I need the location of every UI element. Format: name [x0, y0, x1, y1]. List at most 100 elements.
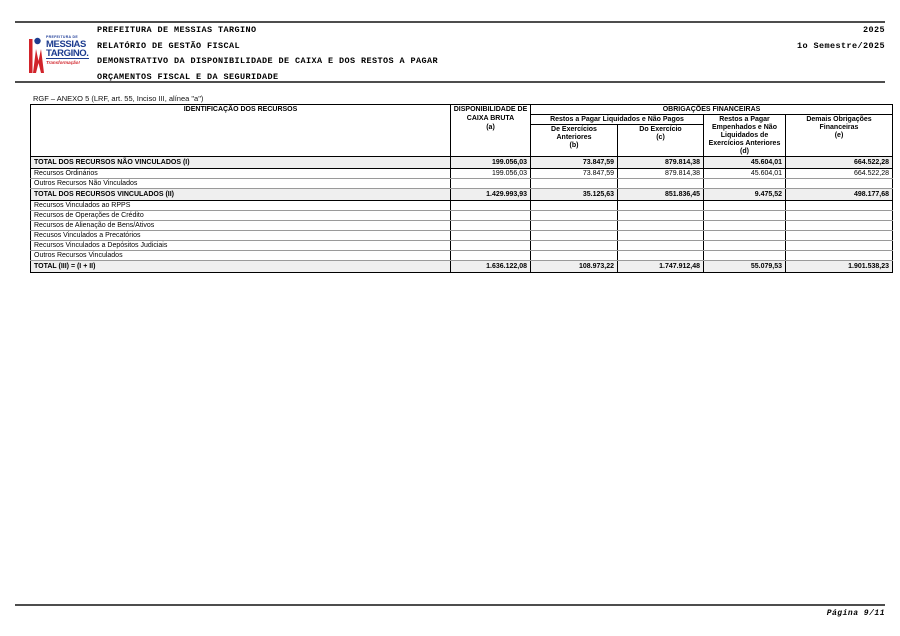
cell-value — [450, 240, 531, 251]
municipality-logo: PREFEITURA DE MESSIAS TARGINO. Transform… — [29, 33, 93, 79]
row-label: Recursos de Alienação de Bens/Ativos — [30, 220, 451, 231]
budget-scope: ORÇAMENTOS FISCAL E DA SEGURIDADE — [97, 72, 279, 83]
cell-value: 879.814,38 — [617, 156, 704, 169]
cell-value — [530, 230, 618, 241]
cell-value — [785, 210, 893, 221]
cell-value — [785, 220, 893, 231]
cell-value — [785, 200, 893, 211]
cell-value: 45.604,01 — [703, 156, 786, 169]
cell-value — [530, 210, 618, 221]
row-label: TOTAL (III) = (I + II) — [30, 260, 451, 273]
cell-value: 879.814,38 — [617, 168, 704, 179]
statement-title: DEMONSTRATIVO DA DISPONIBILIDADE DE CAIX… — [97, 56, 439, 67]
year-label: 2025 — [862, 25, 885, 35]
cell-value: 45.604,01 — [703, 168, 786, 179]
logo-text: PREFEITURA DE MESSIAS TARGINO. Transform… — [46, 35, 93, 66]
logo-prefeitura-label: PREFEITURA DE — [46, 35, 78, 39]
table-row: Recursos Vinculados a Depósitos Judiciai… — [30, 240, 893, 251]
cell-value — [617, 250, 704, 261]
header-exercicios-anteriores-b: De Exercícios Anteriores (b) — [530, 124, 618, 157]
cell-value — [703, 220, 786, 231]
cell-value — [617, 240, 704, 251]
table-row: Recursos Vinculados ao RPPS — [30, 200, 893, 211]
rgf-anexo5-table: IDENTIFICAÇÃO DOS RECURSOS DISPONIBILIDA… — [30, 104, 893, 273]
cell-value: 664.522,28 — [785, 168, 893, 179]
annex-caption: RGF – ANEXO 5 (LRF, art. 55, Inciso III,… — [33, 94, 204, 103]
report-title: RELATÓRIO DE GESTÃO FISCAL — [97, 40, 241, 51]
table-row: Recursos Ordinários 199.056,03 73.847,59… — [30, 168, 893, 179]
cell-value: 55.079,53 — [703, 260, 786, 273]
logo-slogan: Transformação! — [46, 60, 80, 65]
cell-value — [617, 200, 704, 211]
cell-value — [703, 230, 786, 241]
cell-value — [450, 200, 531, 211]
table-grand-total-row: TOTAL (III) = (I + II) 1.636.122,08 108.… — [30, 260, 893, 273]
header-identificacao: IDENTIFICAÇÃO DOS RECURSOS — [30, 104, 451, 157]
table-row: Recusos Vinculados a Precatórios — [30, 230, 893, 241]
cell-value: 35.125,63 — [530, 188, 618, 201]
cell-value: 9.475,52 — [703, 188, 786, 201]
cell-value — [617, 178, 704, 189]
cell-value: 1.429.993,93 — [450, 188, 531, 201]
cell-value — [450, 210, 531, 221]
footer-rule — [15, 604, 885, 606]
cell-value: 1.636.122,08 — [450, 260, 531, 273]
cell-value: 664.522,28 — [785, 156, 893, 169]
cell-value — [703, 250, 786, 261]
cell-value — [785, 250, 893, 261]
cell-value — [785, 178, 893, 189]
cell-value — [450, 220, 531, 231]
cell-value — [530, 200, 618, 211]
cell-value: 498.177,68 — [785, 188, 893, 201]
org-name: PREFEITURA DE MESSIAS TARGINO — [97, 25, 257, 35]
header-top-rule — [15, 21, 885, 23]
row-label: TOTAL DOS RECURSOS NÃO VINCULADOS (I) — [30, 156, 451, 169]
cell-value — [703, 178, 786, 189]
cell-value — [785, 230, 893, 241]
cell-value — [617, 230, 704, 241]
table-row: Recursos de Operações de Crédito — [30, 210, 893, 221]
cell-value — [530, 220, 618, 231]
row-label: Recursos Vinculados a Depósitos Judiciai… — [30, 240, 451, 251]
cell-value: 1.901.538,23 — [785, 260, 893, 273]
cell-value: 1.747.912,48 — [617, 260, 704, 273]
table-header: IDENTIFICAÇÃO DOS RECURSOS DISPONIBILIDA… — [30, 104, 893, 157]
cash-availability-table: IDENTIFICAÇÃO DOS RECURSOS DISPONIBILIDA… — [30, 104, 893, 273]
cell-value: 199.056,03 — [450, 168, 531, 179]
cell-value: 851.836,45 — [617, 188, 704, 201]
table-total-row-nao-vinculados: TOTAL DOS RECURSOS NÃO VINCULADOS (I) 19… — [30, 156, 893, 169]
table-row: Outros Recursos Não Vinculados — [30, 178, 893, 189]
table-row: Outros Recursos Vinculados — [30, 250, 893, 261]
cell-value — [703, 210, 786, 221]
document-header-right: 2025 1o Semestre/2025 — [797, 23, 885, 54]
cell-value — [785, 240, 893, 251]
logo-targino-label: TARGINO. — [46, 48, 89, 59]
cell-value — [703, 200, 786, 211]
cell-value — [450, 178, 531, 189]
row-label: TOTAL DOS RECURSOS VINCULADOS (II) — [30, 188, 451, 201]
page-number: Página 9/11 — [826, 609, 885, 618]
header-demais-obrigacoes-e: Demais Obrigações Financeiras (e) — [785, 114, 893, 157]
row-label: Outros Recursos Não Vinculados — [30, 178, 451, 189]
cell-value: 108.973,22 — [530, 260, 618, 273]
cell-value — [617, 220, 704, 231]
cell-value — [530, 178, 618, 189]
period-label: 1o Semestre/2025 — [796, 40, 885, 51]
row-label: Recusos Vinculados a Precatórios — [30, 230, 451, 241]
logo-messias-label: MESSIAS — [46, 39, 86, 50]
row-label: Recursos Vinculados ao RPPS — [30, 200, 451, 211]
table-total-row-vinculados: TOTAL DOS RECURSOS VINCULADOS (II) 1.429… — [30, 188, 893, 201]
header-do-exercicio-c: Do Exercício (c) — [617, 124, 704, 157]
cell-value — [703, 240, 786, 251]
row-label: Recursos de Operações de Crédito — [30, 210, 451, 221]
table-row: Recursos de Alienação de Bens/Ativos — [30, 220, 893, 231]
row-label: Recursos Ordinários — [30, 168, 451, 179]
cell-value: 199.056,03 — [450, 156, 531, 169]
header-bottom-rule — [15, 81, 885, 83]
table-body: TOTAL DOS RECURSOS NÃO VINCULADOS (I) 19… — [30, 156, 893, 273]
cell-value: 73.847,59 — [530, 156, 618, 169]
row-label: Outros Recursos Vinculados — [30, 250, 451, 261]
cell-value — [617, 210, 704, 221]
cell-value — [530, 240, 618, 251]
